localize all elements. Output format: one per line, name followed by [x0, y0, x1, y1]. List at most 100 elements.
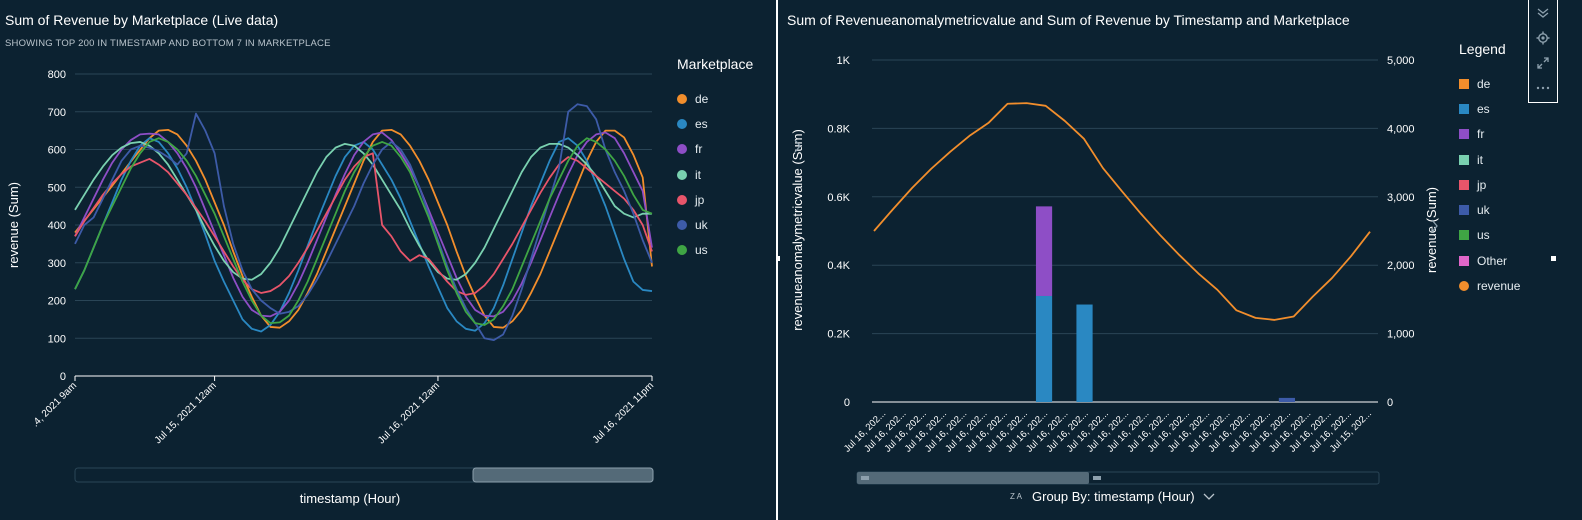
x-tick-label: Jul 15, 2021 12am — [153, 380, 219, 446]
legend-item-uk[interactable]: uk — [1459, 197, 1520, 222]
legend-swatch — [677, 194, 687, 205]
y-right-tick-label: 0 — [1387, 397, 1393, 409]
legend-label: fr — [1477, 127, 1485, 142]
scrollbar-thumb[interactable] — [472, 467, 654, 483]
line-series-uk[interactable] — [74, 103, 653, 342]
line-series-us[interactable] — [74, 137, 653, 326]
y-axis-label: revenueanomalymetricvalue (Sum) — [790, 129, 805, 331]
legend-label: us — [695, 243, 708, 258]
x-tick-label: Jul 16, 2021 12am — [376, 380, 442, 446]
line-series-it[interactable] — [74, 141, 652, 281]
legend-item-it[interactable]: it — [1459, 147, 1520, 172]
line-series-fr[interactable] — [74, 131, 653, 318]
legend-swatch — [677, 220, 687, 231]
legend-item-es[interactable]: es — [677, 111, 708, 136]
legend-item-jp[interactable]: jp — [677, 187, 708, 212]
legend-swatch — [1459, 103, 1469, 114]
bar-uk[interactable] — [1278, 397, 1296, 402]
line-series-jp[interactable] — [74, 152, 653, 296]
legend-swatch — [1459, 129, 1469, 140]
legend-item-us[interactable]: us — [677, 238, 708, 263]
right-chart-title: Sum of Revenueanomalymetricvalue and Sum… — [787, 12, 1350, 28]
legend-item-Other[interactable]: Other — [1459, 248, 1520, 273]
legend-swatch — [1459, 255, 1469, 266]
line-series-revenue[interactable] — [873, 102, 1371, 321]
group-by-control[interactable]: Z A Group By: timestamp (Hour) — [1010, 489, 1215, 504]
chevron-down-icon[interactable] — [1203, 489, 1215, 504]
chevron-right-icon[interactable] — [1431, 219, 1438, 233]
legend-item-jp[interactable]: jp — [1459, 172, 1520, 197]
right-chart-panel: Sum of Revenueanomalymetricvalue and Sum… — [778, 0, 1582, 520]
legend-label: de — [1477, 76, 1491, 91]
legend-label: es — [1477, 101, 1490, 116]
legend-label: fr — [695, 142, 703, 157]
y-tick-label: 600 — [48, 145, 66, 157]
legend-label: us — [1477, 228, 1490, 243]
right-legend: de es fr it jp uk us Other revenue — [1459, 71, 1520, 299]
y-tick-label: 1K — [837, 55, 851, 67]
legend-swatch — [1459, 179, 1469, 190]
legend-label: it — [695, 167, 701, 182]
legend-item-de[interactable]: de — [677, 86, 708, 111]
legend-item-fr[interactable]: fr — [1459, 122, 1520, 147]
scrollbar-handle-right[interactable] — [1093, 476, 1101, 480]
right-legend-title: Legend — [1459, 41, 1506, 57]
y-right-axis-label: revenue (Sum) — [1424, 187, 1439, 273]
legend-swatch — [677, 93, 687, 104]
y-right-tick-label: 4,000 — [1387, 123, 1415, 135]
bar-es[interactable] — [1035, 295, 1053, 402]
resize-handle[interactable] — [778, 256, 780, 261]
legend-item-fr[interactable]: fr — [677, 137, 708, 162]
x-tick-label: .4, 2021 9am — [30, 380, 79, 429]
legend-label: uk — [695, 218, 708, 233]
visual-toolbar — [1528, 0, 1558, 103]
legend-item-de[interactable]: de — [1459, 71, 1520, 96]
group-by-label: Group By: timestamp (Hour) — [1032, 489, 1195, 504]
gear-icon[interactable] — [1529, 25, 1557, 50]
legend-label: jp — [1477, 177, 1487, 192]
legend-swatch — [1459, 205, 1469, 216]
legend-swatch — [1459, 281, 1469, 292]
line-series-de[interactable] — [74, 128, 653, 329]
y-tick-label: 0 — [844, 397, 850, 409]
more-options-icon[interactable] — [1529, 75, 1557, 100]
bar-fr[interactable] — [1035, 206, 1053, 296]
y-tick-label: 0.8K — [827, 123, 850, 135]
right-combo-chart: 0 0.2K 0.4K 0.6K 0.8K 1K 0 1,000 2,000 3,000 4,000… — [778, 55, 1556, 485]
legend-item-uk[interactable]: uk — [677, 212, 708, 237]
legend-label: jp — [695, 192, 705, 207]
y-tick-label: 400 — [48, 220, 66, 232]
legend-item-it[interactable]: it — [677, 162, 708, 187]
chevron-right-icon[interactable] — [794, 139, 801, 153]
legend-label: uk — [1477, 203, 1490, 218]
left-chart-title: Sum of Revenue by Marketplace (Live data… — [5, 12, 279, 28]
expand-icon[interactable] — [1529, 50, 1557, 75]
y-tick-label: 800 — [48, 69, 66, 81]
scrollbar-handle-left[interactable] — [861, 476, 869, 480]
legend-swatch — [1459, 230, 1469, 241]
y-tick-label: 700 — [48, 107, 66, 119]
left-line-chart: 0 100 200 300 400 500 600 700 800 .4, 2021 9am Jul… — [6, 69, 656, 506]
y-right-tick-label: 2,000 — [1387, 260, 1415, 272]
y-right-tick-label: 3,000 — [1387, 192, 1415, 204]
y-right-tick-label: 5,000 — [1387, 55, 1415, 67]
legend-item-es[interactable]: es — [1459, 96, 1520, 121]
legend-item-us[interactable]: us — [1459, 223, 1520, 248]
bar-es[interactable] — [1076, 304, 1093, 402]
legend-label: it — [1477, 152, 1483, 167]
scrollbar-thumb[interactable] — [857, 472, 1089, 484]
legend-swatch — [677, 169, 687, 180]
resize-handle[interactable] — [1551, 256, 1556, 261]
chevron-double-down-icon[interactable] — [1529, 0, 1557, 25]
legend-label: revenue — [1477, 279, 1521, 294]
y-right-tick-label: 1,000 — [1387, 329, 1415, 341]
legend-swatch — [677, 118, 687, 129]
sort-icon[interactable]: Z A — [1010, 492, 1023, 501]
legend-swatch — [1459, 154, 1469, 165]
legend-label: de — [695, 91, 709, 106]
y-tick-label: 0.4K — [827, 260, 850, 272]
y-tick-label: 200 — [48, 296, 66, 308]
legend-swatch — [1459, 78, 1469, 89]
legend-item-revenue[interactable]: revenue — [1459, 273, 1520, 298]
legend-swatch — [677, 245, 687, 256]
